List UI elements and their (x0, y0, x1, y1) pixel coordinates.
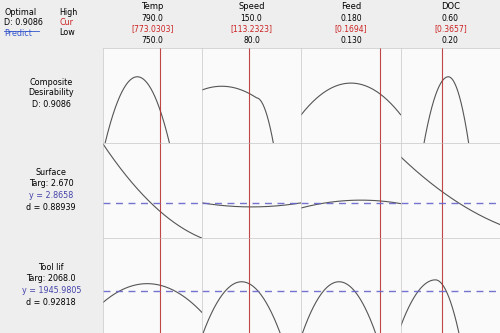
Text: Composite: Composite (30, 78, 73, 87)
Text: Temp: Temp (141, 2, 164, 11)
Text: [0.3657]: [0.3657] (434, 24, 466, 33)
Text: 0.180: 0.180 (340, 14, 362, 23)
Text: Desirability: Desirability (28, 88, 74, 97)
Text: D: 0.9086: D: 0.9086 (4, 18, 43, 27)
Text: 790.0: 790.0 (142, 14, 163, 23)
Text: d = 0.92818: d = 0.92818 (26, 298, 76, 307)
Text: 80.0: 80.0 (243, 36, 260, 45)
Text: High: High (60, 8, 78, 17)
Text: Targ: 2068.0: Targ: 2068.0 (26, 274, 76, 283)
Text: DOC: DOC (441, 2, 460, 11)
Text: [113.2323]: [113.2323] (230, 24, 272, 33)
Text: y = 2.8658: y = 2.8658 (29, 191, 74, 200)
Text: Low: Low (60, 28, 75, 37)
Text: 0.20: 0.20 (442, 36, 459, 45)
Text: Cur: Cur (60, 18, 74, 27)
Text: [0.1694]: [0.1694] (334, 24, 367, 33)
Text: Surface: Surface (36, 168, 66, 177)
Text: Feed: Feed (341, 2, 361, 11)
Text: Speed: Speed (238, 2, 265, 11)
Text: [773.0303]: [773.0303] (131, 24, 174, 33)
Text: Predict: Predict (4, 29, 32, 38)
Text: 0.130: 0.130 (340, 36, 362, 45)
Text: D: 0.9086: D: 0.9086 (32, 100, 70, 109)
Text: Targ: 2.670: Targ: 2.670 (29, 179, 74, 188)
Text: 150.0: 150.0 (240, 14, 262, 23)
Text: y = 1945.9805: y = 1945.9805 (22, 286, 81, 295)
Text: 750.0: 750.0 (142, 36, 163, 45)
Text: Tool lif: Tool lif (38, 263, 64, 272)
Text: d = 0.88939: d = 0.88939 (26, 203, 76, 212)
Text: 0.60: 0.60 (442, 14, 459, 23)
Text: Optimal: Optimal (4, 8, 36, 17)
